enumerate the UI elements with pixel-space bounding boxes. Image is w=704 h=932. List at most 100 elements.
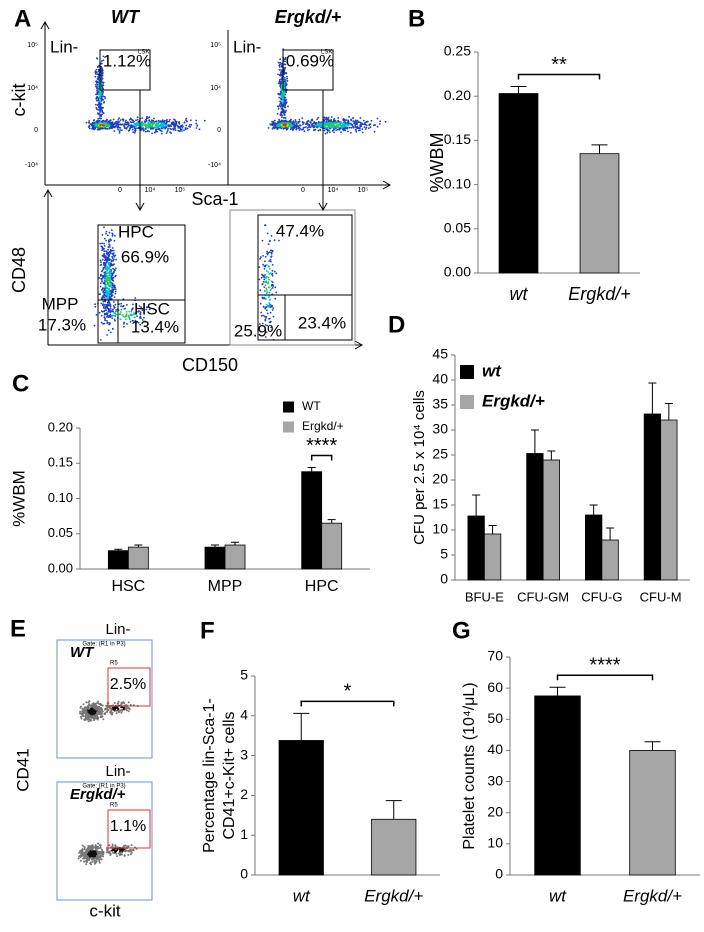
cell-dot: [120, 709, 123, 712]
gate-percent: 47.4%: [276, 221, 324, 240]
cell-dot: [303, 130, 306, 133]
cell-dot: [262, 263, 264, 266]
cell-dot: [376, 125, 379, 128]
cell-dot: [100, 74, 103, 77]
cell-dot: [85, 863, 88, 866]
y-tick-label: 0.15: [48, 455, 73, 470]
cell-dot: [97, 708, 100, 711]
cell-dot: [116, 126, 118, 128]
cell-dot: [113, 286, 116, 289]
cell-dot: [109, 315, 112, 318]
cell-dot: [129, 320, 132, 323]
cell-dot: [306, 129, 309, 132]
cell-dot: [111, 252, 114, 255]
cell-dot: [98, 117, 101, 120]
cell-dot: [326, 121, 329, 124]
cell-dot: [120, 308, 123, 311]
cell-dot: [88, 714, 91, 717]
cell-dot: [97, 66, 99, 68]
cell-dot: [342, 125, 344, 128]
cell-dot: [99, 702, 102, 705]
cell-dot: [190, 123, 193, 126]
cell-dot: [103, 281, 105, 284]
cell-dot: [141, 319, 144, 321]
cell-dot: [85, 716, 88, 719]
cell-dot: [105, 260, 108, 263]
cell-dot: [99, 124, 102, 126]
gate-box: [107, 667, 151, 707]
cell-dot: [87, 857, 90, 860]
axis-label: CD41: [13, 748, 32, 791]
cell-dot: [83, 857, 86, 860]
cell-dot: [101, 67, 103, 69]
cell-dot: [97, 127, 100, 130]
cell-dot: [278, 66, 281, 68]
cell-dot: [170, 128, 173, 131]
cell-dot: [108, 251, 111, 254]
cell-dot: [111, 234, 114, 237]
cell-dot: [125, 121, 128, 124]
cell-dot: [108, 258, 111, 261]
cell-dot: [287, 105, 289, 108]
cell-dot: [85, 121, 88, 124]
cell-dot: [344, 122, 347, 124]
cell-dot: [99, 282, 102, 284]
cell-dot: [99, 104, 102, 107]
cell-dot: [129, 121, 132, 123]
cell-dot: [126, 323, 128, 325]
cell-dot: [111, 263, 113, 266]
gate-percent: 1.1%: [110, 818, 146, 835]
cell-dot: [293, 126, 296, 128]
cell-dot: [111, 713, 113, 716]
cell-dot: [113, 301, 115, 303]
cell-dot: [323, 129, 326, 132]
x-tick-label: CFU-GM: [517, 589, 569, 604]
gate-info: Gate: (R1 in P3): [82, 784, 125, 790]
gate-percent: 23.4%: [298, 313, 346, 332]
cell-dot: [330, 123, 333, 126]
cell-dot: [109, 269, 112, 272]
cell-dot: [283, 58, 285, 61]
cell-dot: [101, 258, 104, 261]
cell-dot: [266, 309, 268, 312]
cell-dot: [117, 852, 120, 855]
cell-dot: [119, 123, 122, 126]
cell-dot: [105, 704, 108, 707]
cell-dot: [106, 304, 109, 307]
cell-dot: [109, 311, 112, 314]
cell-dot: [106, 269, 109, 272]
cell-dot: [107, 709, 109, 712]
y-tick-label: 2: [240, 786, 248, 802]
cell-dot: [110, 229, 113, 232]
cell-dot: [147, 130, 149, 132]
panel-letter: G: [452, 617, 471, 644]
cell-dot: [98, 851, 100, 854]
y-tick-label: 10⁴: [27, 85, 38, 92]
y-tick-label: 15: [432, 496, 448, 512]
y-tick-label: 50: [487, 710, 503, 726]
cell-dot: [267, 286, 270, 289]
cell-dot: [269, 289, 272, 292]
cell-dot: [268, 303, 271, 305]
cell-dot: [286, 77, 288, 80]
x-tick-label: Ergkd/+: [364, 886, 423, 905]
cell-dot: [121, 850, 124, 853]
cell-dot: [327, 124, 330, 127]
cell-dot: [348, 123, 351, 125]
cell-dot: [108, 301, 110, 304]
cell-dot: [103, 245, 106, 247]
cell-dot: [83, 845, 86, 848]
cell-dot: [80, 717, 83, 720]
cell-dot: [123, 126, 126, 128]
cell-dot: [307, 119, 310, 122]
cell-dot: [346, 127, 349, 129]
cell-dot: [101, 87, 104, 89]
cell-dot: [109, 305, 112, 308]
error-bar: [606, 527, 615, 540]
cell-dot: [203, 119, 206, 122]
cell-dot: [328, 122, 331, 124]
cell-dot: [81, 710, 84, 713]
error-bar: [510, 85, 527, 94]
cell-dot: [111, 309, 114, 311]
cell-dot: [295, 122, 298, 125]
